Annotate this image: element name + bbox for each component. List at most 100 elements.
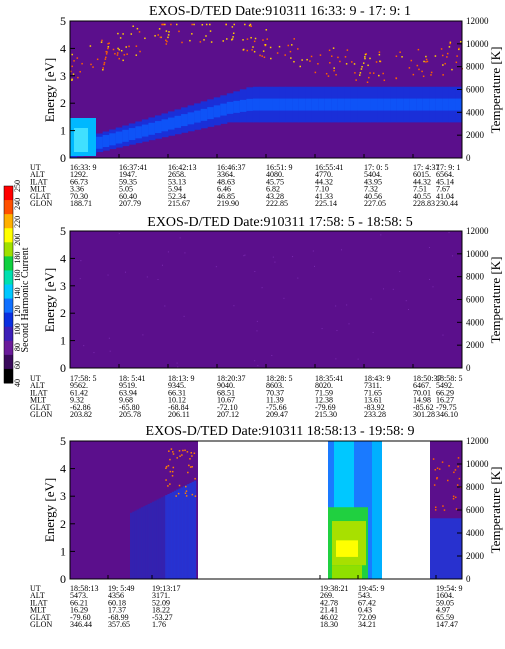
orbit-cell: 71.65: [364, 388, 382, 397]
spectrogram-cell: [448, 232, 450, 234]
temperature-point: [181, 454, 183, 456]
temperature-point: [251, 49, 253, 51]
spectrogram-cell: [429, 98, 437, 111]
temperature-point: [449, 42, 452, 45]
orbit-cell: 66.31: [168, 388, 186, 397]
temperature-point: [425, 58, 428, 61]
temperature-point: [458, 48, 460, 51]
spectrogram-cell: [108, 337, 110, 339]
data-gap: [382, 441, 430, 579]
orbit-cell: 43.28: [266, 192, 284, 201]
y-tick-label: 4: [60, 462, 66, 476]
temperature-point: [455, 508, 458, 510]
panel-2-y-ticks: 0 1 2 3 4 5: [60, 224, 75, 375]
spectrogram-cell: [380, 234, 382, 236]
panel-3-ylabel: Energy [eV]: [42, 478, 57, 542]
y2-tick-label: 10000: [466, 249, 489, 259]
spectrogram-cell: [147, 503, 150, 579]
y-tick-label: 2: [60, 306, 66, 320]
y-tick-label: 1: [60, 334, 66, 348]
orbit-cell: 219.90: [217, 199, 239, 208]
spectrogram-cell: [257, 365, 259, 367]
spectrogram-cell: [335, 358, 337, 360]
temperature-point: [278, 45, 281, 48]
orbit-cell: 233.28: [364, 410, 386, 419]
temperature-point: [231, 38, 234, 40]
colorbar-segment: [4, 186, 13, 201]
orbit-cell: 16:33: 9: [70, 163, 96, 172]
y-tick-label: 4: [60, 41, 66, 55]
temperature-point: [252, 46, 254, 48]
spectrogram-cell: [442, 98, 450, 111]
spectrogram-cell: [187, 484, 190, 579]
temperature-point: [378, 74, 380, 77]
colorbar-segment: [4, 354, 13, 370]
spectrogram-cell: [174, 490, 177, 579]
y2-tick-label: 0: [466, 363, 471, 373]
temperature-point: [270, 57, 272, 60]
temperature-point: [193, 23, 195, 26]
spectrogram-cell: [213, 105, 221, 118]
temperature-point: [104, 58, 107, 60]
orbit-cell: 269.: [320, 591, 334, 600]
temperature-point: [181, 41, 183, 44]
y-tick-label: 2: [60, 96, 66, 110]
temperature-point: [452, 495, 455, 498]
orbit-cell: 66.29: [436, 388, 454, 397]
spectrogram-cell: [200, 108, 208, 121]
spectrogram-cell: [271, 354, 273, 356]
orbit-cell: 46.02: [320, 613, 338, 622]
spectrogram-cell: [148, 122, 156, 135]
orbit-cell: 147.47: [436, 620, 458, 629]
spectrogram-cell: [350, 98, 358, 111]
spectrogram-cell: [455, 98, 463, 111]
temperature-point: [459, 40, 462, 43]
spectrogram-cell: [340, 249, 342, 251]
orbit-cell: 72.09: [358, 613, 376, 622]
temperature-point: [116, 54, 119, 56]
orbit-cell: 8020.: [315, 381, 333, 390]
spectrogram-cell: [335, 305, 337, 307]
temperature-point: [364, 53, 367, 56]
temperature-point: [222, 40, 224, 42]
temperature-point: [161, 23, 163, 26]
temperature-point: [70, 70, 72, 73]
temperature-point: [436, 467, 439, 469]
orbit-cell: 188.71: [70, 199, 92, 208]
temperature-point: [209, 23, 211, 26]
temperature-point: [182, 449, 184, 452]
orbit-row-label: UT: [30, 374, 41, 383]
temperature-point: [353, 63, 356, 65]
temperature-point: [263, 56, 266, 59]
spectrogram-cell: [109, 350, 111, 352]
orbit-cell: 66.21: [70, 598, 88, 607]
orbit-row-label: GLON: [30, 620, 52, 629]
temperature-point: [73, 60, 75, 62]
orbit-cell: 18:50:37: [413, 374, 441, 383]
spectrogram-cell: [408, 309, 410, 311]
orbit-cell: 70.37: [266, 388, 284, 397]
y2-tick-label: 4000: [466, 107, 485, 117]
orbit-cell: 17: 0: 5: [364, 163, 388, 172]
y-tick-label: 0: [60, 572, 66, 586]
temperature-point: [425, 55, 427, 58]
temperature-point: [433, 484, 436, 486]
spectrogram-cell: [372, 331, 374, 333]
orbit-row-label: GLON: [30, 199, 52, 208]
spectrogram-cell: [396, 98, 404, 111]
orbit-cell: 59.05: [436, 598, 454, 607]
temperature-point: [100, 41, 103, 43]
orbit-cell: 5.94: [168, 185, 182, 194]
temperature-point: [231, 26, 234, 28]
temperature-point: [249, 23, 252, 26]
y2-tick-label: 4000: [466, 317, 485, 327]
temperature-point: [319, 54, 322, 56]
orbit-cell: 6015.: [413, 170, 431, 179]
spectrogram-cell: [143, 506, 146, 579]
temperature-point: [287, 44, 290, 47]
spectrogram-cell: [168, 117, 176, 130]
temperature-point: [130, 33, 133, 35]
temperature-point: [441, 54, 444, 57]
temperature-point: [242, 49, 245, 51]
